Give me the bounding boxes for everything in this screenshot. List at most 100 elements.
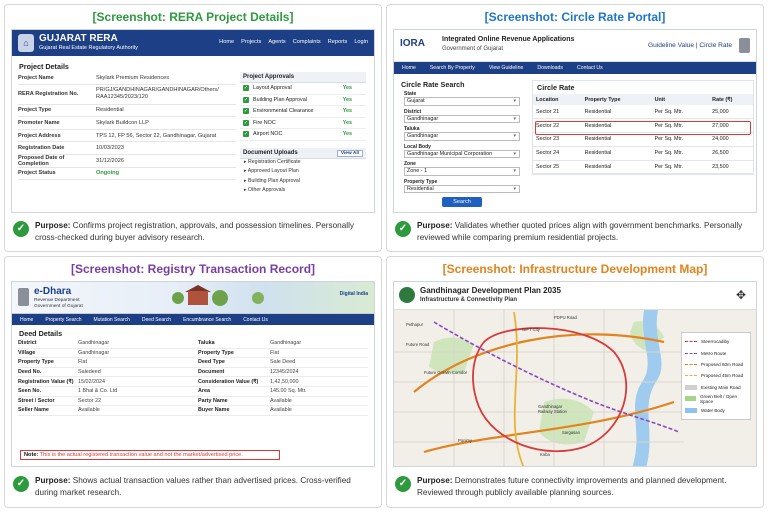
table-row: Sector 24 Residential Per Sq. Mtr. 26,500 <box>533 146 753 161</box>
legend-swatch <box>685 341 697 343</box>
col-header: Rate (₹) <box>709 94 753 105</box>
uploads-box: Document Uploads View All ▸ Registration … <box>240 148 366 197</box>
table-row: Deed No. Saledeed Document 12345/2024 <box>18 368 368 378</box>
check-circle-icon: ✓ <box>395 476 411 492</box>
nav-home[interactable]: Home <box>402 65 416 71</box>
table-row: Street / Sector Sector 22 Party Name Availa… <box>18 397 368 407</box>
col-header: Property Type <box>581 94 652 105</box>
nav-property-search[interactable]: Property Search <box>45 316 82 323</box>
table-row: Property Type Flat Deed Type Sale Deed <box>18 358 368 368</box>
panel-title: [Screenshot: Registry Transaction Record… <box>70 262 316 276</box>
map-label: GIFT City <box>522 327 540 332</box>
state-select[interactable]: Gujarat <box>404 97 520 106</box>
nav-complaints[interactable]: Complaints <box>292 39 321 45</box>
local-body-select[interactable]: Gandhinagar Municipal Corporation <box>404 149 520 158</box>
map-header: Gandhinagar Development Plan 2035 Infras… <box>394 282 756 310</box>
check-icon: ✓ <box>243 108 249 115</box>
nav-view-guideline[interactable]: View Guideline <box>488 65 524 71</box>
upload-link[interactable]: ▸ Building Plan Approval <box>244 177 300 184</box>
infra-map-screenshot: Gandhinagar Development Plan 2035 Infras… <box>393 281 757 467</box>
nav-mutation-search[interactable]: Mutation Search <box>93 316 130 323</box>
map-label: Gandhinagar Railway Station <box>538 404 567 414</box>
rera-logo-icon: ⌂ <box>18 34 34 52</box>
panel-title: [Screenshot: Infrastructure Development … <box>442 262 708 276</box>
rera-nav: Home Projects Agents Complaints Reports … <box>219 39 368 45</box>
nav-search-property[interactable]: Search By Property <box>429 65 475 71</box>
infra-map-panel: [Screenshot: Infrastructure Development … <box>386 256 764 508</box>
approval-row: ✓ Airport NOC Yes <box>240 129 366 141</box>
map-label: Future Growth Corridor <box>424 370 468 375</box>
nav-contact[interactable]: Contact Us <box>577 65 603 71</box>
legend-swatch <box>685 352 697 354</box>
tree-icon <box>212 290 228 306</box>
house-roof-icon <box>185 285 211 292</box>
property-type-select[interactable]: Residential <box>404 184 520 193</box>
legend-item: Proposed 60m Road <box>685 359 747 370</box>
map-title: Gandhinagar Development Plan 2035 <box>420 286 561 295</box>
nav-encumbrance-search[interactable]: Encumbrance Search <box>183 316 232 323</box>
legend-item: Proposed 45m Road <box>685 370 747 381</box>
nav-login[interactable]: Login <box>354 39 368 45</box>
map-label: Pethapur <box>406 322 423 327</box>
legend-item: Water Body <box>685 404 747 415</box>
table-row: Registration Value (₹) 15/02/2024 Consider… <box>18 377 368 387</box>
district-select[interactable]: Gandhinagar <box>404 114 520 123</box>
map-label: PDPU Road <box>554 315 577 320</box>
emblem-icon <box>18 288 29 306</box>
zone-select[interactable]: Zone - 1 <box>404 167 520 176</box>
nav-contact[interactable]: Contact Us <box>243 316 268 323</box>
nav-reports[interactable]: Reports <box>327 39 348 45</box>
view-all-button[interactable]: View All <box>336 150 363 157</box>
nav-home[interactable]: Home <box>219 39 235 45</box>
site-subtitle: Revenue Department Government of Gujarat <box>34 298 83 309</box>
legend-swatch <box>685 384 697 390</box>
iora-logo: IORA <box>400 38 425 49</box>
iora-nav: Home Search By Property View Guideline D… <box>394 62 756 74</box>
section-title: Project Details <box>19 62 69 71</box>
purpose-text: ✓ Purpose: Shows actual transaction valu… <box>13 475 375 499</box>
approval-row: ✓ Building Plan Approval Yes <box>240 95 366 106</box>
emblem-icon <box>739 38 750 53</box>
map-label: Koba <box>540 452 550 457</box>
nav-agents[interactable]: Agents <box>268 39 286 45</box>
table-row: Project Status Ongoing <box>18 168 236 181</box>
uploads-title: Document Uploads View All <box>240 148 366 159</box>
nav-deed-search[interactable]: Deed Search <box>141 316 172 323</box>
approval-row: ✓ Layout Approval Yes <box>240 83 366 95</box>
table-row: Village Gandhinagar Property Type Flat <box>18 349 368 359</box>
note-box: Note: This is the actual registered tran… <box>20 450 280 460</box>
approvals-title: Project Approvals <box>240 72 366 83</box>
map-label: Sargasan <box>562 430 580 435</box>
table-row: Project Address TPS 12, FP 56, Sector 22,… <box>18 130 236 143</box>
upload-link[interactable]: ▸ Other Approvals <box>244 187 286 194</box>
upload-link[interactable]: ▸ Registration Certificate <box>244 159 301 165</box>
nav-downloads[interactable]: Downloads <box>537 65 564 71</box>
highlight-box <box>535 121 751 135</box>
digital-india-logo: Digital India <box>339 291 368 297</box>
house-icon <box>188 291 208 305</box>
table-row: Promoter Name Skylark Buildcon LLP <box>18 117 236 130</box>
registry-panel: [Screenshot: Registry Transaction Record… <box>4 256 382 508</box>
taluka-select[interactable]: Gandhinagar <box>404 132 520 141</box>
table-row: Sector 25 Residential Per Sq. Mtr. 23,500 <box>533 160 753 175</box>
check-icon: ✓ <box>243 131 249 138</box>
legend-swatch <box>685 363 697 365</box>
upload-link[interactable]: ▸ Approved Layout Plan <box>244 168 299 175</box>
nav-projects[interactable]: Projects <box>241 39 262 45</box>
search-button[interactable]: Search <box>442 197 482 207</box>
table-row: Seen No. 1 Bhai & Co. Ltd Area 145.00 Sq. M… <box>18 387 368 397</box>
map-label: Future Road <box>406 342 430 347</box>
legend-item: Green Belt / Open Space <box>685 393 747 404</box>
purpose-text: ✓ Purpose: Validates whether quoted pric… <box>395 220 757 244</box>
panel-title: [Screenshot: Circle Rate Portal] <box>484 10 666 24</box>
table-row: Project Name Skylark Premium Residences <box>18 72 236 85</box>
approval-row: ✓ Fire NOC Yes <box>240 118 366 129</box>
table-title: Circle Rate <box>537 83 575 92</box>
site-subtitle: Government of Gujarat <box>442 46 504 52</box>
status-badge: Ongoing <box>96 170 119 177</box>
legend-swatch <box>685 407 697 413</box>
rera-panel: [Screenshot: RERA Project Details] ⌂ GUJ… <box>4 4 382 252</box>
col-header: Unit <box>651 94 710 105</box>
nav-home[interactable]: Home <box>20 316 34 323</box>
tree-icon <box>172 292 184 304</box>
